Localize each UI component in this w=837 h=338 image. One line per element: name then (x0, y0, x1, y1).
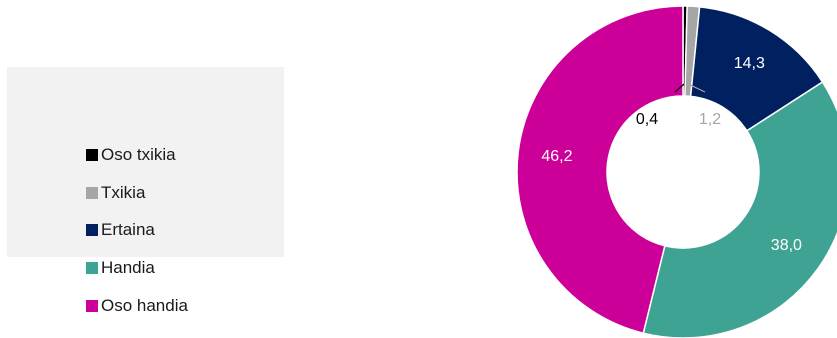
leader-line-oso-txikia (674, 83, 685, 93)
legend-label-txikia: Txikia (101, 183, 146, 202)
legend-item-oso-txikia: Oso txikia (86, 145, 176, 165)
data-label-oso-txikia: 0,4 (636, 111, 658, 128)
legend-item-oso-handia: Oso handia (86, 296, 188, 316)
legend-item-txikia: Txikia (86, 183, 145, 203)
legend-swatch-ertaina (86, 224, 98, 236)
donut-slices (516, 5, 837, 338)
data-label-oso-handia: 46,2 (541, 148, 572, 165)
legend-label-oso-txikia: Oso txikia (101, 145, 176, 164)
legend-item-ertaina: Ertaina (86, 220, 155, 240)
legend-swatch-oso-handia (86, 300, 98, 312)
legend-swatch-handia (86, 262, 98, 274)
data-label-ertaina: 14,3 (734, 55, 765, 72)
legend-label-oso-handia: Oso handia (101, 296, 188, 315)
leader-lines (674, 83, 706, 93)
legend-label-handia: Handia (101, 258, 155, 277)
legend-item-handia: Handia (86, 258, 155, 278)
legend-label-ertaina: Ertaina (101, 220, 155, 239)
legend-swatch-oso-txikia (86, 149, 98, 161)
slice-oso-handia (516, 5, 684, 335)
leader-line-txikia (688, 83, 706, 93)
legend-swatch-txikia (86, 187, 98, 199)
chart-legend: Oso txikia Txikia Ertaina Handia Oso han… (7, 67, 284, 315)
slice-labels: 0,4 1,2 14,3 38,0 46,2 (541, 55, 802, 254)
data-label-handia: 38,0 (771, 237, 802, 254)
data-label-txikia: 1,2 (699, 111, 721, 128)
